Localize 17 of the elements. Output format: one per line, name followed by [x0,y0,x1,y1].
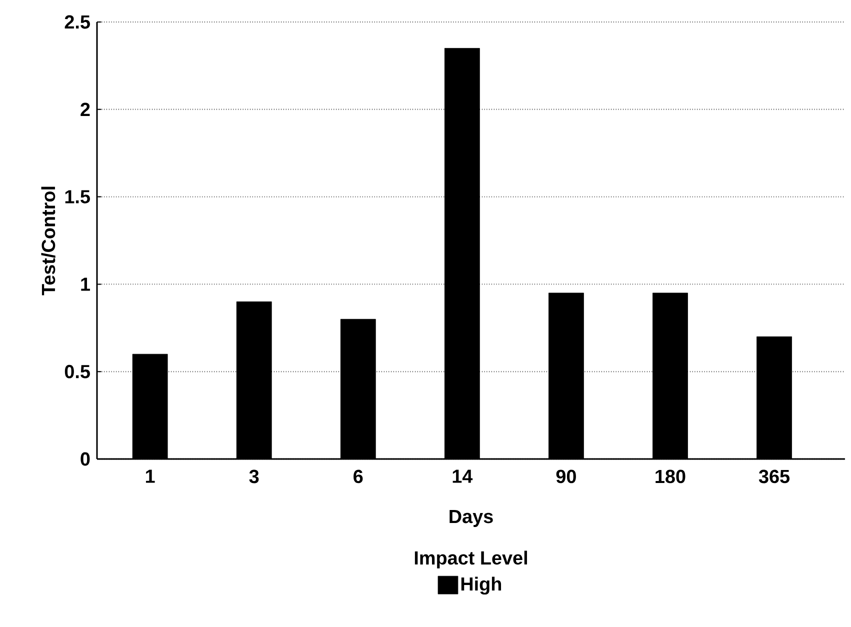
x-axis-title: Days [450,510,493,527]
y-axis-title: Test/Control [41,186,56,296]
x-tick-label: 365 [758,470,790,484]
x-tick-label: 3 [249,470,259,484]
x-tick-label: 90 [556,470,576,484]
x-tick-label: 180 [656,470,686,484]
x-tick-label: 14 [452,470,473,483]
y-tick-label: 2 [80,102,90,116]
x-tick-label: 6 [354,470,363,484]
legend-title: Impact Level [414,550,527,568]
y-tick-label: 0 [80,452,90,466]
x-tick-label: 1 [146,470,155,483]
y-tick-label: 0.5 [64,364,90,378]
y-tick-label: 1.5 [65,190,90,204]
legend-label: High [461,576,502,595]
y-tick-label: 1 [81,278,90,291]
y-tick-label: 2.5 [64,15,90,29]
